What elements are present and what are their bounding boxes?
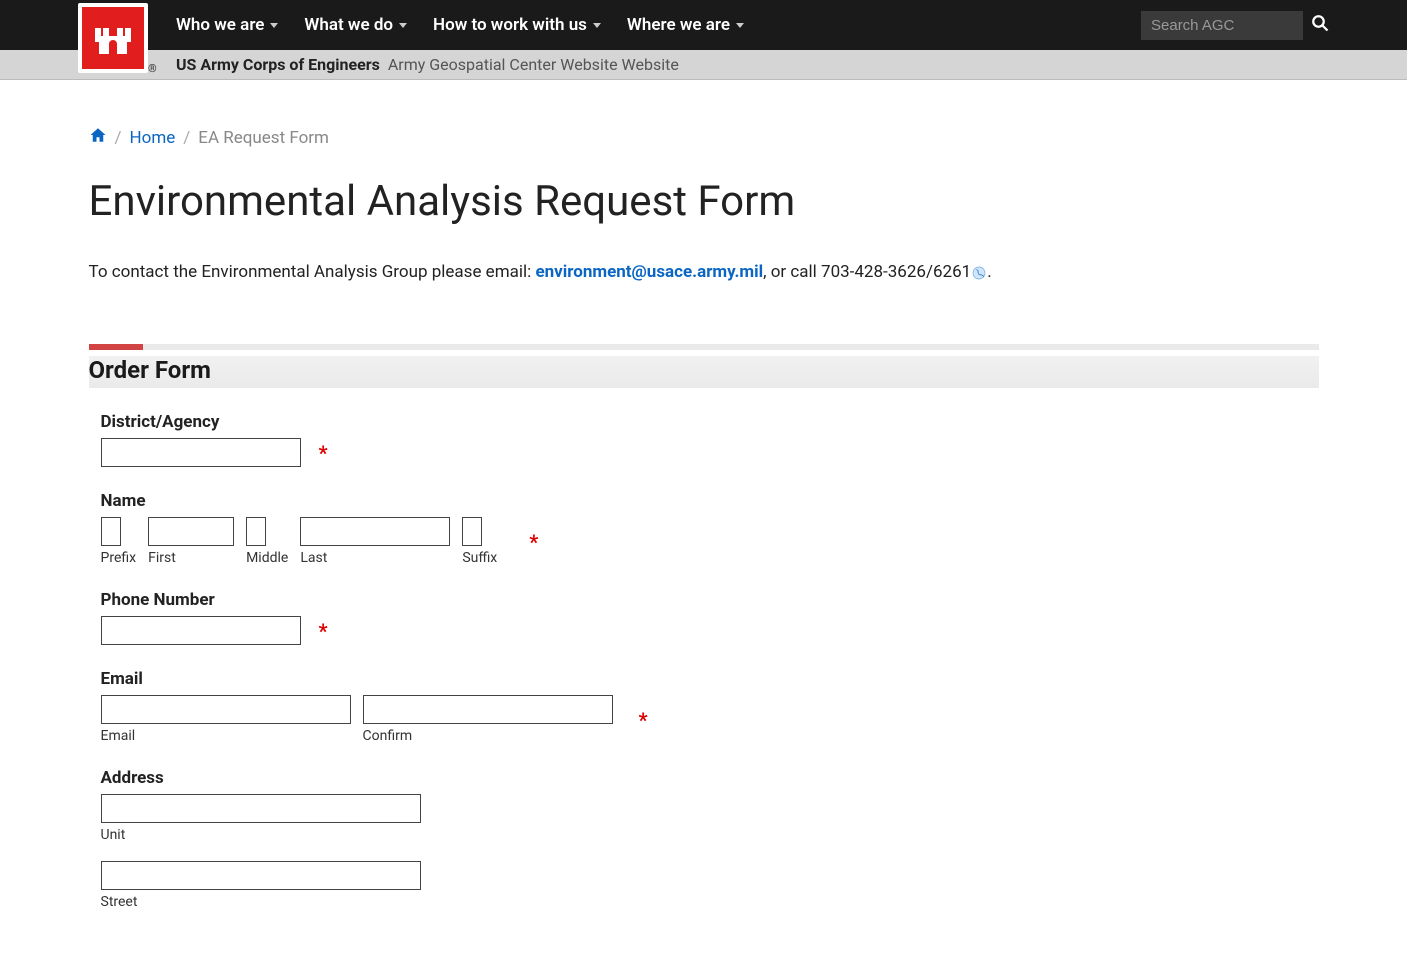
subbar: US Army Corps of Engineers Army Geospati…	[0, 50, 1407, 80]
field-district: District/Agency *	[101, 412, 1319, 467]
field-email: Email Email Confirm *	[101, 669, 1319, 744]
prefix-input[interactable]	[101, 517, 121, 546]
confirm-sublabel: Confirm	[363, 728, 613, 744]
middle-sublabel: Middle	[246, 550, 288, 566]
main-nav: Who we are What we do How to work with u…	[176, 15, 1141, 35]
street-sublabel: Street	[101, 894, 1319, 910]
intro-period: .	[987, 262, 991, 282]
prefix-sublabel: Prefix	[101, 550, 137, 566]
container: / Home / EA Request Form Environmental A…	[89, 126, 1319, 974]
search-wrap	[1141, 11, 1329, 40]
email-label: Email	[101, 669, 1319, 689]
chevron-down-icon	[270, 23, 278, 28]
topbar: ® Who we are What we do How to work with…	[0, 0, 1407, 50]
unit-sublabel: Unit	[101, 827, 1319, 843]
nav-how-to-work[interactable]: How to work with us	[433, 15, 601, 35]
email-sublabel: Email	[101, 728, 351, 744]
field-name: Name Prefix First Middle Last Suffix *	[101, 491, 1319, 566]
home-icon[interactable]	[89, 126, 107, 149]
nav-who-we-are[interactable]: Who we are	[176, 15, 278, 35]
breadcrumb-current: EA Request Form	[198, 128, 329, 148]
site-name: Army Geospatial Center Website Website	[388, 55, 679, 74]
phone-label: Phone Number	[101, 590, 1319, 610]
nav-label: How to work with us	[433, 15, 587, 35]
intro-prefix: To contact the Environmental Analysis Gr…	[89, 262, 536, 282]
street-input[interactable]	[101, 861, 421, 890]
search-input[interactable]	[1141, 11, 1303, 40]
suffix-input[interactable]	[462, 517, 482, 546]
form-header-accent	[89, 344, 1319, 350]
nav-label: Who we are	[176, 15, 264, 35]
last-sublabel: Last	[300, 550, 450, 566]
district-input[interactable]	[101, 438, 301, 467]
last-input[interactable]	[300, 517, 450, 546]
first-sublabel: First	[148, 550, 234, 566]
org-name: US Army Corps of Engineers	[176, 55, 380, 74]
nav-label: Where we are	[627, 15, 730, 35]
breadcrumb-sep: /	[183, 128, 190, 148]
breadcrumb: / Home / EA Request Form	[89, 126, 1319, 149]
email-confirm-input[interactable]	[363, 695, 613, 724]
intro-suffix: , or call 703-428-3626/6261	[763, 262, 971, 282]
name-label: Name	[101, 491, 1319, 511]
field-phone: Phone Number *	[101, 590, 1319, 645]
intro-text: To contact the Environmental Analysis Gr…	[89, 262, 1319, 282]
field-address: Address Unit Street	[101, 768, 1319, 910]
form-section-title: Order Form	[89, 356, 1319, 388]
phone-input[interactable]	[101, 616, 301, 645]
required-mark: *	[319, 619, 328, 643]
middle-input[interactable]	[246, 517, 266, 546]
phone-icon[interactable]	[971, 265, 987, 281]
email-input[interactable]	[101, 695, 351, 724]
suffix-sublabel: Suffix	[462, 550, 497, 566]
breadcrumb-sep: /	[115, 128, 122, 148]
usace-logo[interactable]	[78, 3, 148, 73]
chevron-down-icon	[593, 23, 601, 28]
form-body: District/Agency * Name Prefix First Midd…	[89, 388, 1319, 910]
first-input[interactable]	[148, 517, 234, 546]
required-mark: *	[319, 441, 328, 465]
search-icon[interactable]	[1311, 14, 1329, 37]
contact-email-link[interactable]: environment@usace.army.mil	[535, 262, 763, 282]
page-title: Environmental Analysis Request Form	[89, 177, 1319, 226]
unit-input[interactable]	[101, 794, 421, 823]
district-label: District/Agency	[101, 412, 1319, 432]
chevron-down-icon	[399, 23, 407, 28]
nav-what-we-do[interactable]: What we do	[304, 15, 407, 35]
chevron-down-icon	[736, 23, 744, 28]
castle-icon	[89, 14, 137, 62]
required-mark: *	[639, 708, 648, 732]
required-mark: *	[529, 530, 538, 554]
nav-label: What we do	[304, 15, 393, 35]
nav-where-we-are[interactable]: Where we are	[627, 15, 744, 35]
address-label: Address	[101, 768, 1319, 788]
breadcrumb-home-link[interactable]: Home	[130, 128, 176, 148]
registered-mark: ®	[148, 62, 157, 75]
